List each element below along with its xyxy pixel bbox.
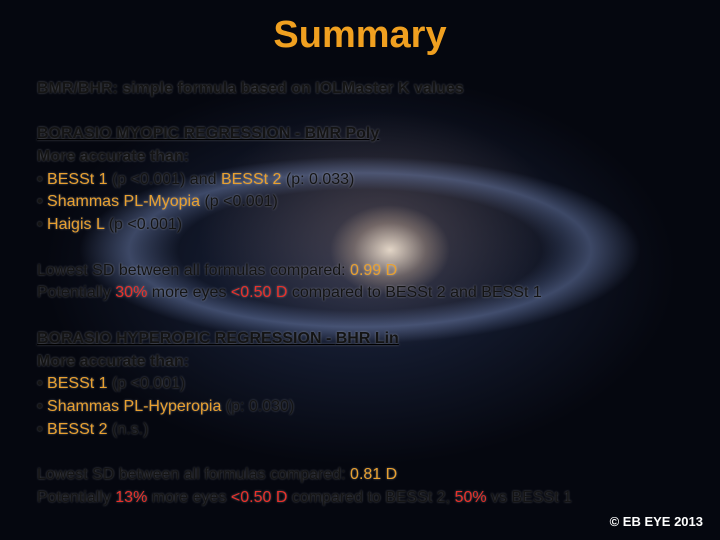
text-segment: 30%: [115, 284, 148, 302]
text-segment: •: [37, 375, 48, 393]
text-segment: •: [37, 420, 48, 438]
text-segment: BORASIO MYOPIC REGRESSION -: [37, 125, 305, 143]
text-line: More accurate than:: [37, 146, 572, 169]
text-segment: Potentially: [37, 489, 116, 507]
text-segment: BORASIO HYPEROPIC REGRESSION -: [37, 329, 336, 347]
text-segment: compared to BESSt 2,: [287, 489, 455, 507]
text-block: BORASIO MYOPIC REGRESSION - BMR Poly More…: [37, 123, 572, 237]
text-segment: Haigis L: [47, 216, 105, 234]
text-line: Potentially 13% more eyes <0.50 D compar…: [37, 487, 572, 510]
text-segment: <0.50 D: [230, 489, 288, 507]
text-line: Potentially 30% more eyes <0.50 D compar…: [37, 282, 572, 305]
text-segment: (p <0.001): [200, 193, 278, 211]
text-segment: Shammas PL-Hyperopia: [47, 398, 222, 416]
text-segment: •: [37, 193, 48, 211]
text-block: Lowest SD between all formulas compared:…: [37, 464, 572, 510]
text-block: Lowest SD between all formulas compared:…: [37, 260, 572, 306]
text-segment: Potentially: [37, 284, 116, 302]
text-segment: BESSt 2: [47, 420, 108, 438]
text-line: Lowest SD between all formulas compared:…: [37, 464, 572, 487]
text-segment: BESSt 1: [47, 375, 108, 393]
text-segment: •: [37, 398, 48, 416]
text-line: • BESSt 1 (p <0.001): [37, 373, 572, 396]
text-segment: •: [37, 170, 48, 188]
text-segment: (p <0.001): [104, 216, 183, 234]
text-segment: Shammas PL-Myopia: [47, 193, 200, 211]
text-segment: More accurate than:: [37, 147, 190, 165]
text-line: • Shammas PL-Hyperopia (p: 0.030): [37, 396, 572, 419]
text-segment: (n.s.): [107, 420, 149, 438]
text-segment: BESSt 2: [220, 170, 282, 188]
text-segment: BESSt 1: [47, 170, 108, 188]
text-segment: More accurate than:: [37, 352, 190, 370]
text-segment: Lowest SD between all formulas compared:: [37, 466, 351, 484]
text-segment: BMR Poly: [304, 125, 380, 143]
text-line: Lowest SD between all formulas compared:…: [37, 260, 572, 283]
text-segment: BHR Lin: [335, 329, 399, 347]
text-block: BORASIO HYPEROPIC REGRESSION - BHR Lin Mo…: [37, 328, 572, 442]
text-segment: (p <0.001) and: [107, 170, 221, 188]
text-segment: more eyes: [147, 489, 231, 507]
text-line: BORASIO HYPEROPIC REGRESSION - BHR Lin: [37, 328, 572, 351]
text-segment: 0.81 D: [350, 466, 398, 484]
text-line: • Shammas PL-Myopia (p <0.001): [37, 191, 572, 214]
text-segment: more eyes: [147, 284, 231, 302]
text-block: BMR/BHR: simple formula based on IOLMast…: [37, 78, 572, 101]
copyright: © EB EYE 2013: [609, 514, 703, 529]
text-segment: 50%: [454, 489, 487, 507]
text-line: BMR/BHR: simple formula based on IOLMast…: [37, 78, 572, 101]
text-segment: (p <0.001): [107, 375, 186, 393]
text-segment: •: [37, 216, 48, 234]
text-line: • BESSt 2 (n.s.): [37, 419, 572, 442]
text-line: More accurate than:: [37, 351, 572, 374]
text-line: • Haigis L (p <0.001): [37, 214, 572, 237]
text-segment: compared to BESSt 2 and BESSt 1: [287, 284, 542, 302]
text-segment: Lowest SD between all formulas compared:: [37, 261, 351, 279]
text-line: BORASIO MYOPIC REGRESSION - BMR Poly: [37, 123, 572, 146]
text-segment: BMR/BHR: simple formula based on IOLMast…: [37, 79, 464, 97]
text-segment: 0.99 D: [350, 261, 398, 279]
text-segment: vs BESSt 1: [486, 489, 572, 507]
text-segment: (p: 0.030): [221, 398, 295, 416]
text-segment: <0.50 D: [230, 284, 288, 302]
slide-title: Summary: [273, 14, 447, 56]
text-segment: (p: 0.033): [281, 170, 355, 188]
text-segment: 13%: [115, 489, 148, 507]
slide-body: BMR/BHR: simple formula based on IOLMast…: [37, 78, 572, 533]
text-line: • BESSt 1 (p <0.001) and BESSt 2 (p: 0.0…: [37, 169, 572, 192]
